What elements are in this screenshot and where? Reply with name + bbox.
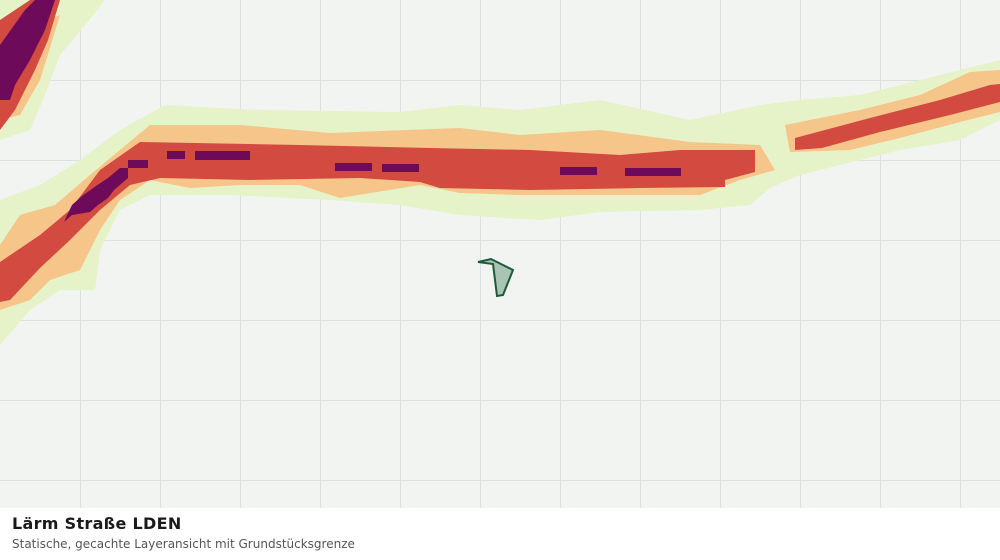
layer-subtitle: Statische, gecachte Layeransicht mit Gru… xyxy=(12,537,355,551)
noise-zone-high-area xyxy=(795,84,1000,150)
noise-zone-very-high xyxy=(0,0,681,222)
noise-zone-very-high-area xyxy=(382,164,419,172)
noise-zone-very-high-area xyxy=(560,167,597,175)
noise-zone-very-high-area xyxy=(64,168,128,222)
noise-zone-very-high-area xyxy=(128,160,148,168)
map-view xyxy=(0,0,1000,508)
caption: Lärm Straße LDEN Statische, gecachte Lay… xyxy=(0,508,1000,560)
noise-zone-high-area xyxy=(0,142,755,302)
parcel-boundary xyxy=(477,257,515,298)
layer-title: Lärm Straße LDEN xyxy=(12,514,182,533)
noise-zone-very-high-area xyxy=(625,168,681,176)
noise-zone-very-high-area xyxy=(167,151,185,159)
noise-zone-very-high-area xyxy=(0,0,55,100)
noise-zone-very-high-area xyxy=(335,163,372,171)
noise-zone-very-high-area xyxy=(195,151,250,160)
map-background xyxy=(0,0,1000,508)
